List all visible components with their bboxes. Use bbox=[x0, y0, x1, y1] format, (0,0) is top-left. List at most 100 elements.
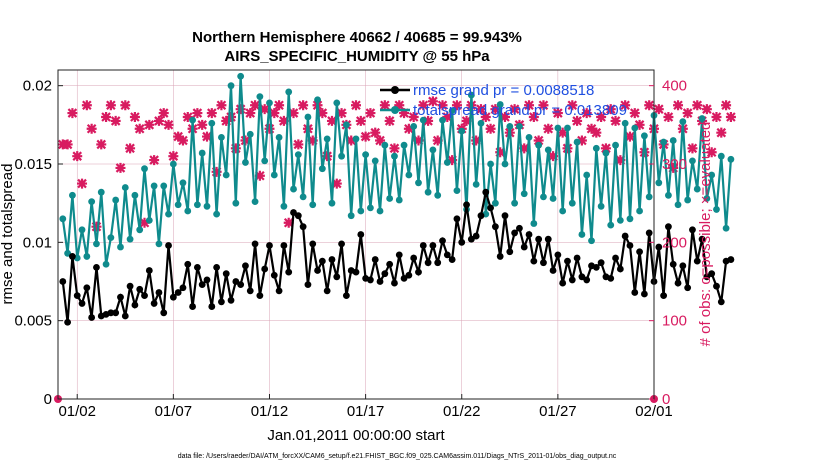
totalspread-point bbox=[491, 199, 499, 207]
evaluated-point bbox=[269, 108, 280, 119]
right-tick-label: 0 bbox=[662, 391, 670, 408]
rmse-point bbox=[612, 254, 619, 262]
rmse-point bbox=[246, 287, 254, 295]
rmse-point bbox=[564, 257, 571, 265]
series-layer bbox=[54, 72, 736, 403]
evaluated-point bbox=[96, 139, 107, 150]
rmse-point bbox=[189, 303, 196, 310]
evaluated-point bbox=[211, 166, 222, 177]
totalspread-point bbox=[150, 182, 158, 190]
totalspread-point bbox=[318, 165, 326, 173]
totalspread-point bbox=[429, 146, 437, 154]
evaluated-point bbox=[240, 135, 251, 146]
rmse-point bbox=[443, 251, 451, 259]
evaluated-point bbox=[552, 108, 563, 119]
totalspread-point bbox=[64, 249, 72, 257]
rmse-point bbox=[516, 224, 523, 232]
evaluated-point bbox=[67, 108, 78, 119]
evaluated-point bbox=[389, 143, 400, 154]
totalspread-point bbox=[242, 159, 249, 166]
rmse-point bbox=[727, 256, 735, 263]
evaluated-point bbox=[360, 131, 371, 142]
evaluated-point bbox=[168, 151, 179, 162]
rmse-point bbox=[530, 257, 538, 265]
evaluated-point bbox=[451, 100, 462, 111]
totalspread-point bbox=[530, 220, 538, 227]
rmse-point bbox=[126, 282, 134, 290]
rmse-point bbox=[424, 259, 432, 267]
totalspread-point bbox=[665, 191, 672, 199]
rmse-point bbox=[256, 292, 264, 299]
totalspread-point bbox=[208, 119, 216, 127]
evaluated-point bbox=[105, 100, 116, 111]
evaluated-point bbox=[101, 112, 112, 122]
totalspread-point bbox=[693, 185, 701, 193]
totalspread-point bbox=[717, 152, 725, 160]
totalspread-point bbox=[612, 141, 619, 149]
rmse-point bbox=[381, 270, 389, 278]
evaluated-point bbox=[375, 135, 386, 146]
rmse-point bbox=[323, 287, 331, 295]
totalspread-point bbox=[69, 191, 76, 199]
totalspread-point bbox=[352, 135, 360, 143]
totalspread-point bbox=[727, 155, 735, 163]
totalspread-line bbox=[61, 76, 732, 265]
evaluated-point bbox=[524, 100, 535, 111]
left-tick-label: 0.005 bbox=[14, 313, 52, 330]
totalspread-point bbox=[439, 116, 446, 124]
rmse-point bbox=[684, 284, 692, 292]
evaluated-point bbox=[192, 108, 203, 119]
totalspread-point bbox=[299, 193, 307, 201]
evaluated-point bbox=[163, 119, 174, 130]
rmse-point bbox=[371, 256, 379, 263]
rmse-point bbox=[400, 274, 408, 282]
totalspread-point bbox=[501, 160, 509, 168]
evaluated-point bbox=[605, 104, 616, 115]
totalspread-point bbox=[117, 243, 124, 251]
evaluated-point bbox=[206, 108, 217, 119]
evaluated-point bbox=[557, 127, 568, 138]
chart-title: Northern Hemisphere 40662 / 40685 = 99.9… bbox=[192, 29, 522, 46]
totalspread-point bbox=[597, 202, 605, 210]
rmse-point bbox=[261, 265, 269, 273]
evaluated-point bbox=[293, 139, 304, 150]
evaluated-point bbox=[725, 112, 736, 122]
evaluated-point bbox=[365, 108, 376, 119]
totalspread-point bbox=[506, 123, 514, 130]
rmse-point bbox=[59, 278, 67, 285]
evaluated-point bbox=[620, 100, 631, 111]
totalspread-point bbox=[323, 135, 331, 143]
rmse-point bbox=[367, 276, 374, 284]
totalspread-point bbox=[564, 124, 571, 132]
totalspread-point bbox=[559, 207, 567, 215]
x-tick-label: 02/01 bbox=[635, 403, 673, 420]
evaluated-point bbox=[581, 108, 592, 119]
data-file-footnote: data file: /Users/raeder/DAI/ATM_forcXX/… bbox=[178, 453, 617, 460]
evaluated-point bbox=[528, 112, 539, 122]
rmse-point bbox=[679, 262, 687, 270]
evaluated-point bbox=[543, 123, 554, 134]
rmse-point bbox=[155, 289, 163, 296]
evaluated-point bbox=[629, 108, 640, 119]
evaluated-point bbox=[317, 108, 328, 119]
evaluated-point bbox=[644, 100, 655, 111]
rmse-point bbox=[309, 240, 317, 248]
evaluated-point bbox=[394, 100, 405, 111]
evaluated-point bbox=[600, 143, 611, 154]
evaluated-point bbox=[278, 115, 289, 126]
evaluated-point bbox=[139, 217, 150, 228]
totalspread-point bbox=[270, 171, 278, 179]
rmse-point bbox=[121, 312, 129, 320]
evaluated-point bbox=[495, 147, 506, 158]
evaluated-point bbox=[480, 112, 491, 122]
totalspread-point bbox=[275, 133, 283, 141]
totalspread-point bbox=[232, 199, 240, 207]
legend-rmse-marker bbox=[391, 86, 399, 94]
evaluated-point bbox=[235, 104, 246, 115]
totalspread-point bbox=[573, 138, 581, 146]
right-tick-label: 300 bbox=[662, 156, 687, 173]
totalspread-point bbox=[386, 195, 394, 202]
totalspread-point bbox=[376, 207, 384, 215]
evaluated-point bbox=[432, 135, 443, 146]
